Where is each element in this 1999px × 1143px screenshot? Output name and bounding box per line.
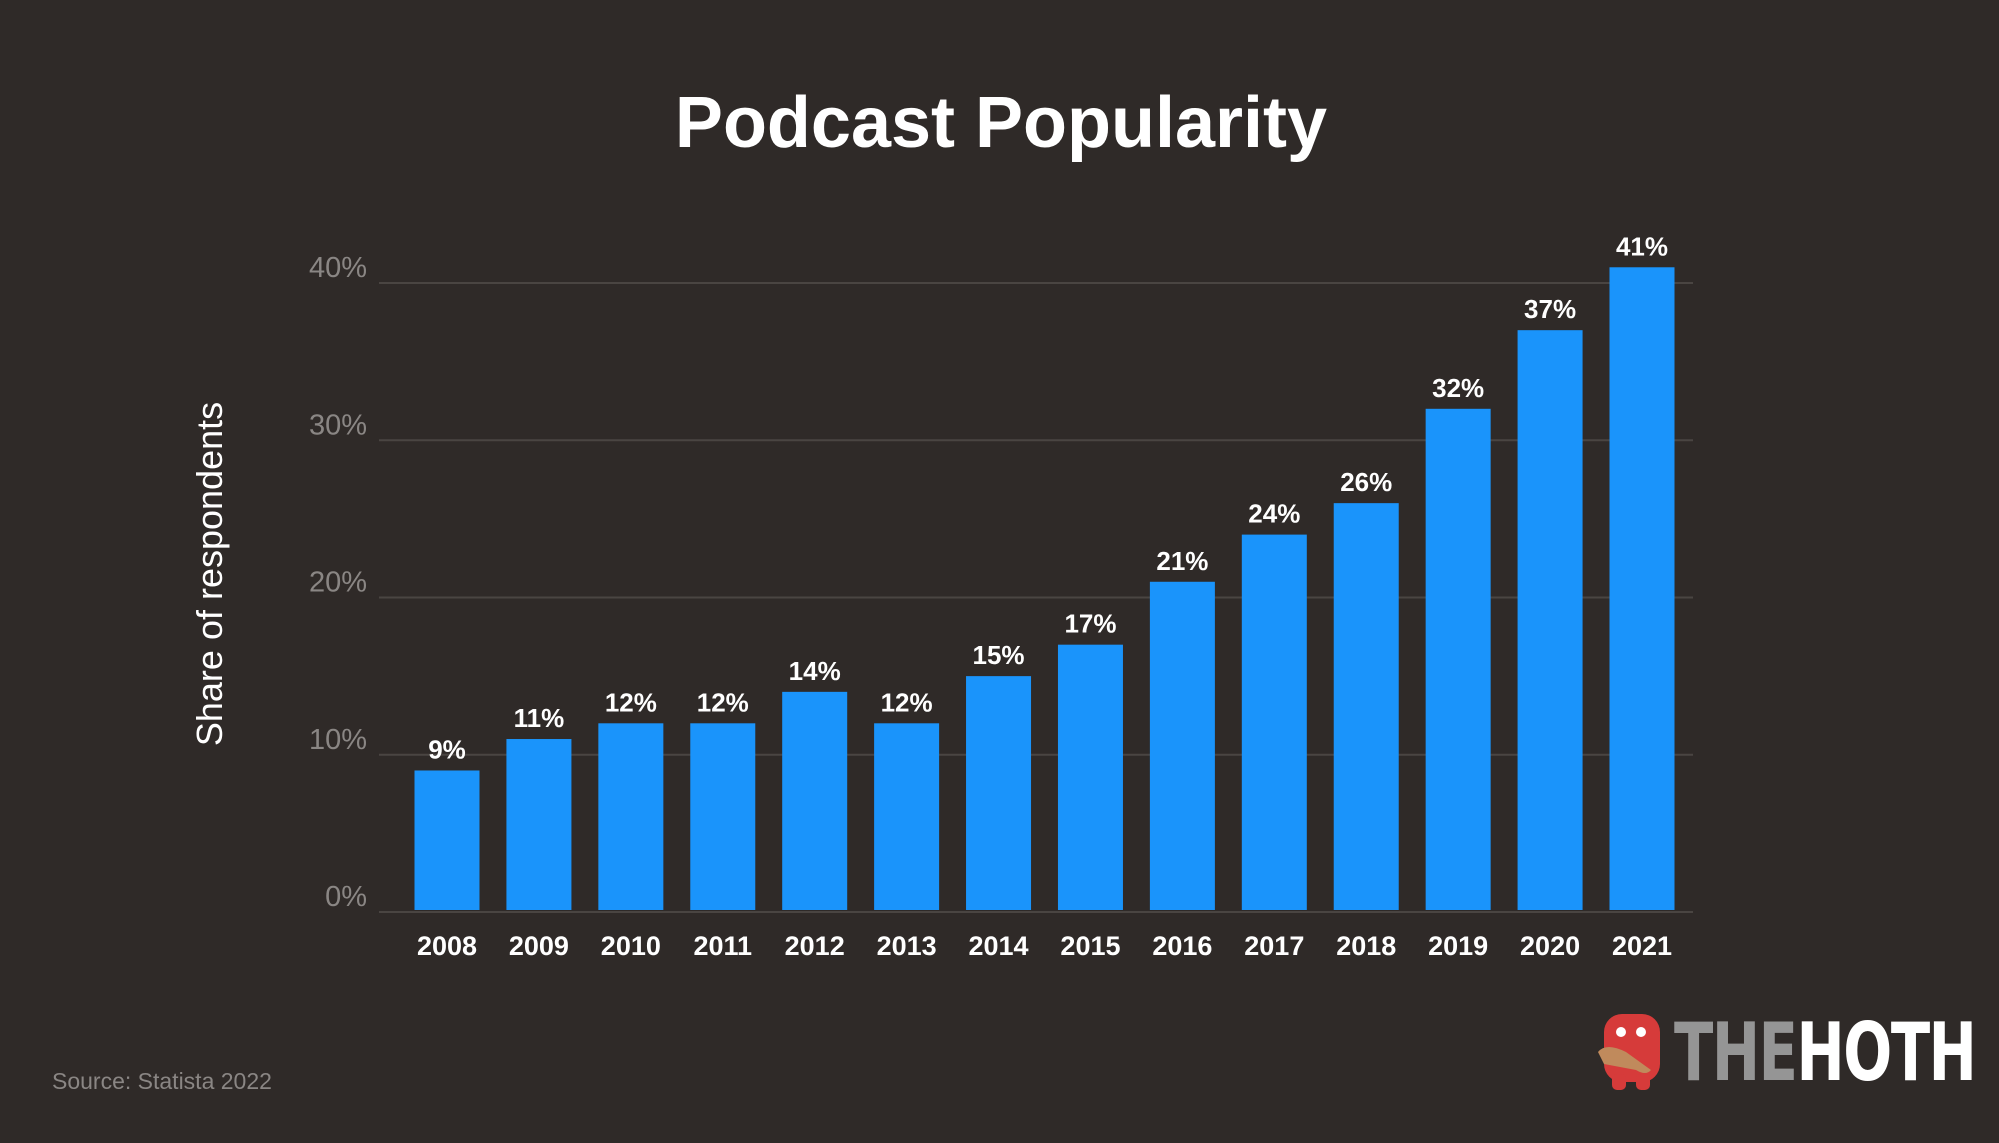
source-note: Source: Statista 2022 [52,1068,272,1094]
bar-2021 [1609,267,1675,910]
x-tick-label: 2009 [509,931,569,961]
logo-the: THE [1674,1006,1798,1099]
x-tick-label: 2018 [1336,931,1396,961]
data-label: 24% [1248,499,1300,529]
chart-title: Podcast Popularity [674,83,1328,163]
y-tick-label: 20% [309,567,367,599]
logo-hoth: HOTH [1796,1006,1977,1099]
data-label: 12% [881,687,933,717]
bar-2017 [1241,534,1307,910]
data-label: 21% [1156,546,1208,576]
x-tick-label: 2011 [693,931,752,961]
bar-2016 [1149,581,1215,910]
x-tick-label: 2008 [417,931,477,961]
bar-2013 [874,723,940,910]
y-tick-label: 30% [309,409,367,441]
x-tick-label: 2017 [1244,931,1304,961]
data-label: 11% [514,703,565,733]
x-tick-label: 2020 [1520,931,1580,961]
x-tick-label: 2016 [1152,931,1212,961]
bar-2018 [1333,503,1399,910]
x-tick-label: 2013 [877,931,937,961]
bar-2008 [414,770,480,910]
bar-2020 [1517,330,1583,910]
data-label: 9% [428,734,466,764]
x-tick-label: 2010 [601,931,661,961]
data-label: 32% [1432,373,1484,403]
bar-2009 [506,739,572,910]
thehoth-logo: THEHOTH [1596,1010,1977,1095]
x-tick-label: 2014 [968,931,1028,961]
x-tick-label: 2019 [1428,931,1488,961]
data-label: 26% [1340,467,1392,497]
x-tick-label: 2012 [785,931,845,961]
bar-2019 [1425,408,1491,910]
x-tick-label: 2021 [1612,931,1672,961]
x-tick-label: 2015 [1060,931,1120,961]
data-label: 17% [1064,609,1116,639]
data-label: 12% [605,687,657,717]
y-tick-label: 40% [309,252,367,284]
bar-2011 [690,723,756,910]
bar-2014 [966,676,1032,910]
bar-2015 [1057,644,1123,910]
data-label: 12% [697,687,749,717]
y-tick-label: 10% [309,724,367,756]
bar-2012 [782,691,848,910]
bar-2010 [598,723,664,910]
hoth-mascot-icon [1598,1014,1660,1090]
data-label: 37% [1524,294,1576,324]
data-label: 15% [973,640,1025,670]
data-label: 41% [1616,231,1668,261]
y-tick-label: 0% [325,881,367,913]
data-label: 14% [789,656,841,686]
